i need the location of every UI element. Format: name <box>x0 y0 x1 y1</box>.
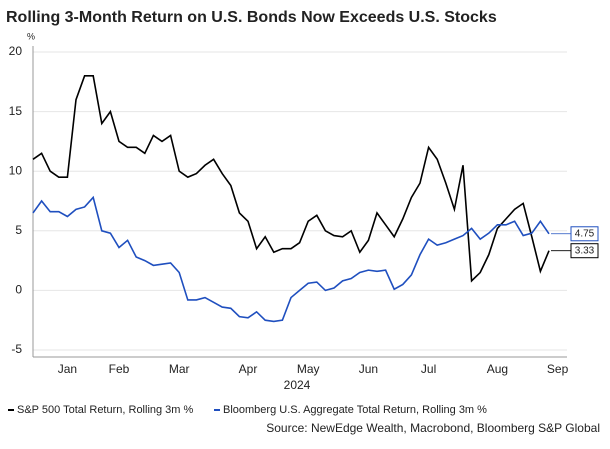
x-tick-label: Sep <box>547 362 569 376</box>
value-label: 4.75 <box>575 228 595 239</box>
x-tick-label: Mar <box>169 362 190 376</box>
x-tick-label: Jun <box>359 362 378 376</box>
value-label-box <box>570 243 599 259</box>
legend-label: S&P 500 Total Return, Rolling 3m % <box>17 404 194 416</box>
series-line <box>32 75 550 283</box>
x-tick-label: May <box>297 362 320 376</box>
value-label-box <box>570 226 599 242</box>
series-line <box>32 195 550 323</box>
y-tick-label: 5 <box>15 223 22 237</box>
x-axis-label: 2024 <box>284 378 311 392</box>
y-tick-label: -5 <box>11 342 22 356</box>
x-tick-label: Aug <box>487 362 508 376</box>
value-label: 3.33 <box>575 245 595 256</box>
y-tick-label: 20 <box>9 44 23 58</box>
y-tick-label: 15 <box>9 104 23 118</box>
x-tick-label: Jul <box>421 362 436 376</box>
x-tick-label: Feb <box>109 362 130 376</box>
y-tick-label: 0 <box>15 283 22 297</box>
y-unit: % <box>27 31 35 41</box>
x-tick-label: Jan <box>58 362 77 376</box>
y-tick-label: 10 <box>9 163 23 177</box>
chart-title: Rolling 3-Month Return on U.S. Bonds Now… <box>6 9 497 26</box>
x-tick-label: Apr <box>239 362 258 376</box>
legend-label: Bloomberg U.S. Aggregate Total Return, R… <box>223 404 487 416</box>
source: Source: NewEdge Wealth, Macrobond, Bloom… <box>266 421 600 435</box>
